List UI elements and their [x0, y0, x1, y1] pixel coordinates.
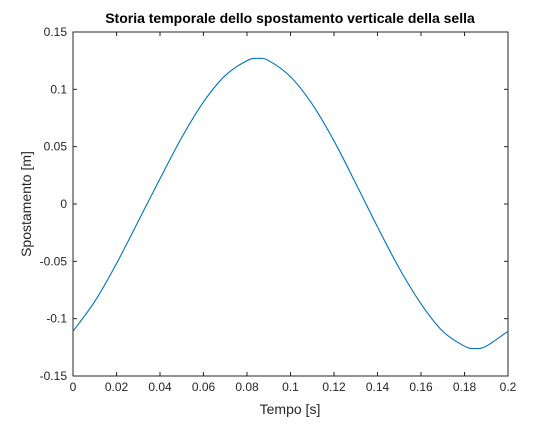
x-tick-label: 0.02: [105, 380, 129, 394]
x-tick-label: 0.14: [366, 380, 390, 394]
y-tick-label: 0.15: [44, 25, 68, 39]
chart-title: Storia temporale dello spostamento verti…: [105, 10, 475, 26]
series: [72, 57, 509, 350]
y-tick-label: -0.05: [40, 254, 68, 268]
x-tick-label: 0.2: [500, 380, 517, 394]
x-tick-label: 0.12: [322, 380, 346, 394]
x-tick-label: 0.08: [235, 380, 259, 394]
ticks: 0 0.02 0.04 0.06 0.08 0.1 0.12 0.14 0.16 0.18 0.2 -…: [40, 25, 517, 394]
y-axis-label: Spostamento [m]: [18, 151, 34, 257]
x-tick-label: 0.06: [192, 380, 216, 394]
x-tick-label: 0.1: [282, 380, 299, 394]
x-tick-label: 0.18: [453, 380, 477, 394]
y-tick-label: -0.1: [46, 312, 67, 326]
axes-box: [72, 31, 509, 377]
x-tick-label: 0: [70, 380, 77, 394]
y-tick-label: 0.1: [50, 82, 67, 96]
x-axis-label: Tempo [s]: [260, 401, 321, 417]
x-tick-label: 0.16: [409, 380, 433, 394]
x-tick-label: 0.04: [148, 380, 172, 394]
y-tick-label: 0.05: [44, 140, 68, 154]
y-tick-label: -0.15: [40, 369, 68, 383]
series-line-0: [72, 57, 509, 350]
y-tick-label: 0: [60, 197, 67, 211]
